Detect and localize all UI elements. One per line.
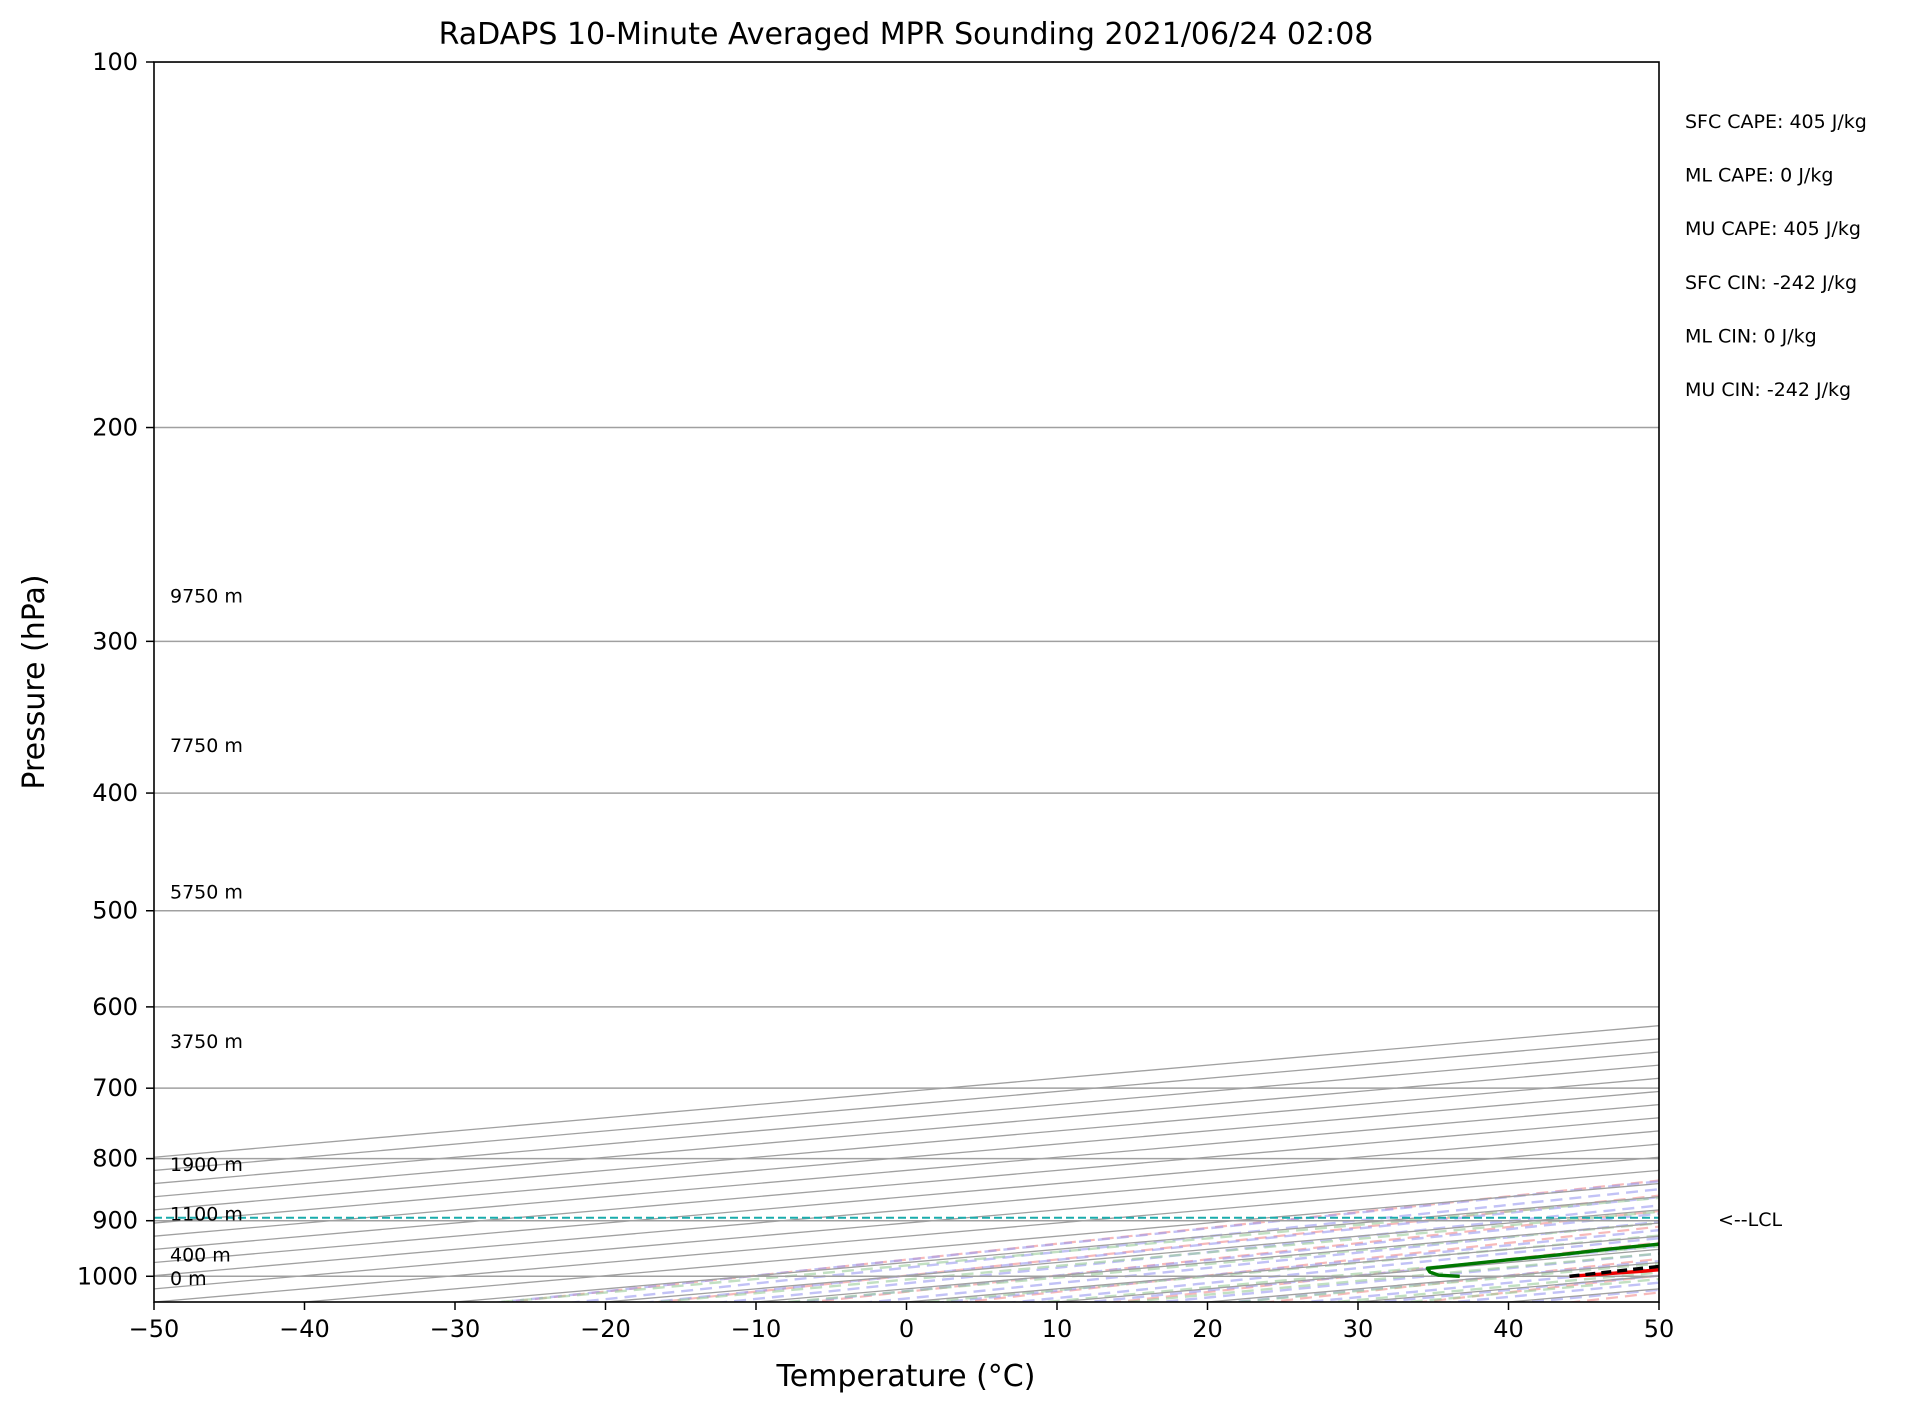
y-tick-label: 600	[92, 993, 138, 1021]
x-tick-label: −50	[129, 1315, 180, 1343]
dry-adiabat-line	[648, 1194, 1659, 1302]
dry-adiabat-line	[1684, 62, 1911, 1307]
x-tick-label: 10	[1042, 1315, 1073, 1343]
height-label: 0 m	[170, 1268, 207, 1290]
height-label: 7750 m	[170, 735, 243, 757]
moist-adiabat-line	[1294, 1267, 1659, 1302]
mixing-ratio-line	[644, 1210, 1659, 1302]
stat-annotation: MU CAPE: 405 J/kg	[1685, 218, 1861, 240]
lcl-label: <--LCL	[1718, 1209, 1782, 1231]
moist-adiabat-line	[1148, 1252, 1659, 1302]
mixing-ratio-line	[486, 1196, 1659, 1302]
height-labels: 9750 m 7750 m 5750 m 3750 m 1900 m 1100 m 400 …	[170, 586, 243, 1290]
isotherms	[154, 1025, 1659, 1302]
isotherm-line	[154, 1169, 1659, 1302]
x-tick-label: 0	[899, 1315, 914, 1343]
plot-area	[154, 62, 1911, 1307]
y-tick-label: 800	[92, 1145, 138, 1173]
x-tick-label: 20	[1192, 1315, 1223, 1343]
mixing-ratio-line	[1113, 1252, 1659, 1302]
y-tick-label: 100	[92, 48, 138, 76]
isotherm-line	[154, 1077, 1659, 1211]
dry-adiabat-line	[954, 1225, 1659, 1302]
chart-title: RaDAPS 10-Minute Averaged MPR Sounding 2…	[439, 17, 1374, 52]
y-tick-label: 1000	[77, 1262, 138, 1290]
height-label: 1100 m	[170, 1204, 243, 1226]
height-label: 400 m	[170, 1245, 231, 1267]
moist-adiabat-line	[566, 1188, 1659, 1302]
height-label: 3750 m	[170, 1031, 243, 1053]
stat-annotation: SFC CAPE: 405 J/kg	[1685, 111, 1867, 133]
stat-annotation: SFC CIN: -242 J/kg	[1685, 272, 1857, 294]
isotherm-line	[154, 1025, 1659, 1158]
x-tick-label: 40	[1493, 1315, 1524, 1343]
mixing-ratio-lines	[486, 1196, 1659, 1302]
mixing-ratio-line	[1223, 1262, 1659, 1302]
x-tick-label: 30	[1343, 1315, 1374, 1343]
series-group	[1425, 1242, 1659, 1278]
height-label: 1900 m	[170, 1154, 243, 1176]
x-tick-label: −40	[279, 1315, 330, 1343]
moist-adiabat-line	[1367, 1274, 1659, 1302]
x-tick-label: 50	[1644, 1315, 1675, 1343]
height-label: 5750 m	[170, 881, 243, 903]
isobars	[154, 62, 1659, 1278]
x-axis-title: Temperature (°C)	[776, 1359, 1036, 1394]
isotherm-line	[154, 1090, 1659, 1224]
moist-adiabat-line	[1004, 1236, 1659, 1302]
moist-adiabat-line	[932, 1228, 1659, 1302]
y-axis-ticks: 100 200 300 400 500 600 700 800 900 1000	[77, 48, 154, 1290]
parcel-profile-line	[1569, 1264, 1659, 1278]
mixing-ratio-line	[1032, 1245, 1659, 1302]
y-tick-label: 500	[92, 897, 138, 925]
dry-adiabat-line	[1412, 1274, 1659, 1302]
y-tick-label: 700	[92, 1074, 138, 1102]
mixing-ratio-line	[1322, 1271, 1659, 1302]
mixing-ratio-line	[773, 1222, 1659, 1302]
stat-annotation: MU CIN: -242 J/kg	[1685, 379, 1851, 401]
y-tick-label: 900	[92, 1207, 138, 1235]
isotherm-line	[154, 1103, 1659, 1237]
isotherm-line	[154, 1064, 1659, 1198]
moist-adiabat-line	[859, 1220, 1659, 1302]
moist-adiabat-line	[714, 1204, 1659, 1302]
dry-adiabat-line	[1106, 1241, 1659, 1302]
temperature-profile-line	[1569, 1268, 1659, 1278]
x-tick-label: −20	[580, 1315, 631, 1343]
isotherm-line	[154, 1143, 1659, 1277]
stat-annotation: ML CIN: 0 J/kg	[1685, 325, 1817, 347]
height-label: 9750 m	[170, 586, 243, 608]
dry-adiabat-line	[1564, 1291, 1659, 1302]
x-tick-label: −10	[731, 1315, 782, 1343]
dry-adiabat-line	[1837, 62, 1911, 1307]
annotations: SFC CAPE: 405 J/kg ML CAPE: 0 J/kg MU CAPE…	[1685, 111, 1867, 401]
dry-adiabat-line	[801, 1209, 1659, 1302]
y-tick-label: 200	[92, 414, 138, 442]
plot-frame	[153, 61, 1660, 1303]
x-axis-ticks: −50 −40 −30 −20 −10 0 10 20 30 40 50	[129, 1302, 1675, 1343]
dewpoint-profile-line	[1425, 1242, 1659, 1278]
moist-adiabat-line	[640, 1195, 1659, 1302]
y-tick-label: 300	[92, 627, 138, 655]
y-axis-title: Pressure (hPa)	[17, 574, 52, 789]
isotherm-line	[154, 1156, 1659, 1290]
isotherm-line	[154, 1038, 1659, 1172]
isotherm-line	[154, 1051, 1659, 1185]
stat-annotation: ML CAPE: 0 J/kg	[1685, 165, 1833, 187]
isotherm-line	[154, 1130, 1659, 1264]
x-tick-label: −30	[430, 1315, 481, 1343]
moist-adiabat-line	[1515, 1288, 1659, 1302]
moist-adiabat-line	[1221, 1259, 1659, 1302]
y-tick-label: 400	[92, 779, 138, 807]
isotherm-line	[154, 1117, 1659, 1251]
